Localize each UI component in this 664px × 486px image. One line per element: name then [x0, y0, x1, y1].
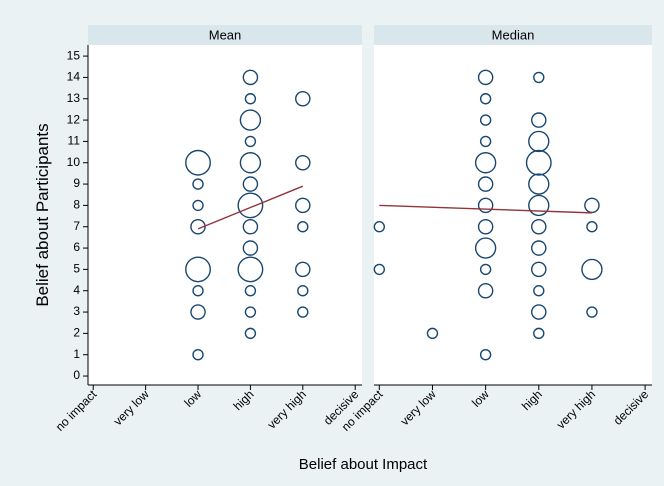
y-tick-label: 9 — [73, 176, 80, 190]
bubble — [239, 152, 262, 174]
bubble — [533, 71, 545, 84]
y-tick-label: 12 — [67, 112, 81, 126]
bubble — [477, 197, 494, 214]
plot-area — [88, 45, 362, 385]
y-tick-label: 14 — [67, 70, 81, 84]
y-tick-label: 11 — [68, 134, 81, 148]
bubble — [185, 256, 211, 283]
y-tick-label: 3 — [73, 304, 80, 318]
bubble — [192, 285, 204, 297]
x-axis-label: Belief about Impact — [299, 456, 428, 473]
y-tick-label: 15 — [67, 48, 81, 62]
fit-line — [197, 185, 304, 230]
bubble — [244, 285, 257, 297]
bubble — [295, 154, 311, 171]
bubble — [474, 237, 497, 259]
bubble — [474, 152, 497, 174]
bubble — [531, 240, 547, 256]
bubble — [531, 218, 547, 235]
bubble — [528, 194, 550, 217]
y-tick-label: 6 — [73, 240, 80, 254]
bubble — [244, 306, 257, 318]
y-tick-label: 0 — [73, 368, 80, 382]
bubble — [242, 240, 259, 256]
y-tick-label: 10 — [67, 155, 81, 169]
y-tick-label: 2 — [73, 326, 80, 340]
bubble — [242, 218, 259, 235]
bubble — [237, 192, 264, 219]
bubble — [479, 135, 492, 148]
bubble — [586, 221, 598, 233]
bubble — [237, 256, 264, 283]
panel-title: Median — [492, 27, 535, 42]
bubble — [528, 173, 550, 195]
bubble — [373, 221, 386, 233]
bubble — [533, 285, 545, 297]
bubble — [477, 218, 494, 235]
plot-area — [374, 45, 652, 385]
bubble — [533, 327, 545, 340]
y-tick-label: 7 — [73, 219, 80, 233]
bubble — [531, 261, 547, 278]
bubble — [295, 90, 311, 107]
bubble — [185, 149, 211, 176]
y-tick-label: 8 — [73, 198, 80, 212]
bubble — [192, 178, 204, 190]
bubble — [479, 263, 492, 276]
y-tick-label: 13 — [67, 91, 81, 105]
bubble — [531, 112, 547, 128]
bubble — [581, 258, 603, 281]
bubble — [190, 304, 206, 320]
bubble — [244, 93, 257, 105]
bubble — [373, 263, 386, 276]
panel-title: Mean — [209, 27, 242, 42]
bubble — [239, 109, 262, 131]
strip — [374, 25, 652, 45]
bubble — [479, 93, 492, 105]
bubble — [192, 199, 204, 212]
bubble — [244, 327, 257, 340]
bubble — [477, 69, 494, 86]
bubble — [192, 349, 204, 361]
y-tick-label: 1 — [73, 347, 80, 361]
bubble — [297, 221, 309, 233]
bubble — [525, 149, 552, 176]
bubble — [477, 282, 494, 299]
bubble — [531, 304, 547, 320]
y-axis-label: Belief about Participants — [33, 123, 52, 306]
y-tick-label: 5 — [73, 262, 80, 276]
bubble — [479, 114, 492, 126]
strip — [88, 25, 362, 45]
bubble — [479, 349, 492, 361]
bubble — [242, 69, 259, 86]
bubble — [477, 176, 494, 192]
y-tick-label: 4 — [73, 283, 80, 297]
bubble — [295, 261, 311, 278]
bubble — [244, 135, 257, 148]
bubble — [586, 306, 598, 318]
bubble — [297, 285, 309, 297]
bubble — [242, 176, 259, 192]
fit-line — [379, 204, 592, 214]
bubble — [297, 306, 309, 318]
bubble — [528, 130, 550, 153]
bubble — [295, 197, 311, 214]
bubble — [426, 327, 439, 340]
